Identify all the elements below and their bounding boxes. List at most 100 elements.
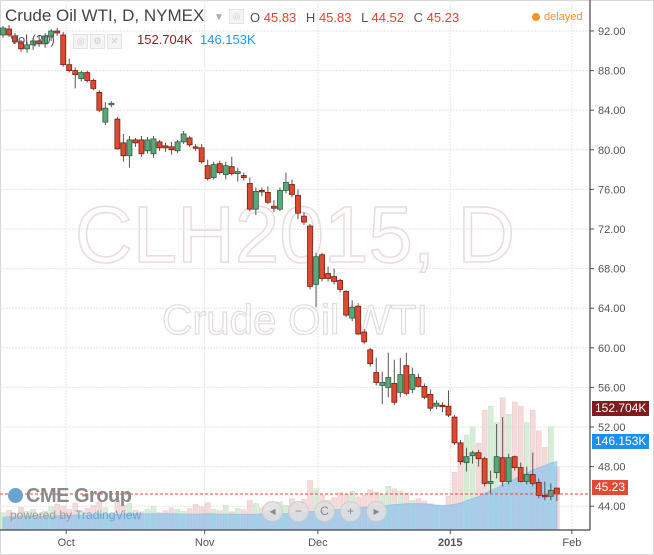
delayed-status: delayed xyxy=(532,11,583,23)
candle-body xyxy=(168,146,175,151)
candle-body xyxy=(529,474,536,484)
candle xyxy=(529,452,536,487)
candle-body xyxy=(331,276,338,282)
candle-body xyxy=(18,41,24,50)
candle-body xyxy=(553,487,560,495)
x-tick-label: 2015 xyxy=(438,537,462,549)
candle-body xyxy=(283,182,289,191)
candle xyxy=(252,187,259,216)
eye-icon[interactable]: ◎ xyxy=(73,34,88,49)
y-tick-label: 52.00 xyxy=(598,422,626,434)
candle xyxy=(469,450,476,464)
candle xyxy=(385,352,392,398)
candle-body xyxy=(361,331,368,343)
y-tick-label: 64.00 xyxy=(598,303,626,315)
candle xyxy=(505,453,512,485)
symbol-title[interactable]: Crude Oil WTI, D, NYMEX xyxy=(5,6,205,25)
candle xyxy=(174,139,181,153)
cme-group-logo[interactable]: CME Group xyxy=(8,485,132,508)
candle-body xyxy=(439,404,446,408)
candle xyxy=(409,367,416,394)
scroll-left-button[interactable]: ◂ xyxy=(262,501,283,522)
scroll-right-button[interactable]: ▸ xyxy=(366,501,387,522)
candle xyxy=(421,383,428,400)
candle-body xyxy=(397,374,404,393)
reset-button[interactable]: C xyxy=(314,501,335,522)
candle xyxy=(78,70,85,82)
tradingview-link[interactable]: TradingView xyxy=(75,508,142,522)
close-icon[interactable]: ✕ xyxy=(107,34,122,49)
candle xyxy=(198,143,205,164)
candle xyxy=(132,137,139,147)
candle xyxy=(12,32,18,44)
candle xyxy=(18,39,24,52)
candle xyxy=(216,160,223,175)
candle-body xyxy=(108,102,115,106)
powered-by-tradingview[interactable]: powered by TradingView xyxy=(10,508,141,522)
candle-body xyxy=(379,382,386,386)
candle-body xyxy=(541,494,548,498)
candle-body xyxy=(511,456,518,468)
candle-body xyxy=(126,139,133,157)
y-tick-label: 76.00 xyxy=(598,184,626,196)
x-tick-label: Feb xyxy=(562,537,581,549)
candle-body xyxy=(421,386,428,398)
globe-icon xyxy=(8,488,23,503)
candle xyxy=(313,252,319,308)
delayed-text: delayed xyxy=(544,11,583,23)
y-tick-label: 48.00 xyxy=(598,462,626,474)
candle xyxy=(204,159,211,181)
y-tick-label: 80.00 xyxy=(598,145,626,157)
volume-axis-label: 152.704K xyxy=(592,401,650,416)
chevron-down-icon[interactable]: ▼ xyxy=(214,12,224,23)
candle xyxy=(433,400,440,410)
candle xyxy=(475,449,482,467)
y-tick-label: 72.00 xyxy=(598,224,626,236)
settings-icon[interactable]: ◎ xyxy=(229,9,244,24)
candle xyxy=(192,143,199,151)
candle xyxy=(487,470,494,494)
candle xyxy=(451,415,458,445)
candle-body xyxy=(192,146,199,149)
candle-body xyxy=(102,107,109,123)
close-value: 45.23 xyxy=(426,10,460,25)
ohlc-readout: O 45.83 H 45.83 L 44.52 C 45.23 xyxy=(250,10,465,25)
candle xyxy=(264,186,271,205)
zoom-out-button[interactable]: − xyxy=(288,501,309,522)
zoom-in-button[interactable]: + xyxy=(340,501,361,522)
volume-ma-area xyxy=(2,460,558,531)
candle-body xyxy=(481,458,488,484)
candle-body xyxy=(114,118,121,150)
candle-body xyxy=(415,377,422,387)
candle-body xyxy=(295,194,301,214)
candle-body xyxy=(289,184,295,195)
candle xyxy=(228,156,235,176)
candle xyxy=(24,41,30,53)
candle-body xyxy=(84,72,91,81)
volume-indicator-label[interactable]: Vol (20) xyxy=(10,32,55,47)
candle xyxy=(222,161,229,180)
candle-body xyxy=(301,215,307,223)
candle xyxy=(42,32,49,48)
candle-body xyxy=(307,225,313,287)
candle xyxy=(547,483,554,501)
candle xyxy=(102,102,109,126)
candle xyxy=(367,347,374,367)
candle xyxy=(277,187,283,212)
candle xyxy=(295,189,301,220)
settings-icon[interactable]: ⚙ xyxy=(90,34,105,49)
candle xyxy=(180,130,187,144)
candle-body xyxy=(210,164,217,178)
candle-body xyxy=(469,452,476,457)
candle xyxy=(301,212,307,226)
high-value: 45.83 xyxy=(318,10,352,25)
candle xyxy=(343,290,350,318)
candle xyxy=(415,373,422,388)
candle-body xyxy=(132,139,139,144)
candle-body xyxy=(445,405,452,416)
candle xyxy=(511,455,518,471)
candle-body xyxy=(48,30,55,38)
candle-body xyxy=(6,28,12,36)
candle-body xyxy=(234,171,241,174)
